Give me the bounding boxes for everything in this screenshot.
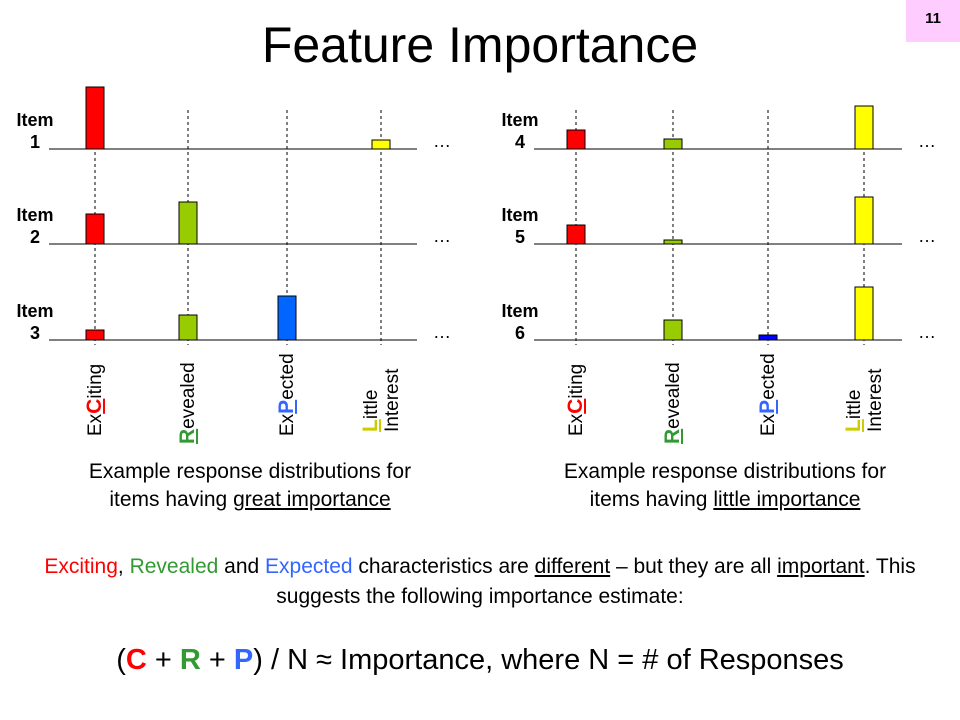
left-bar-item2-revealed <box>178 201 198 245</box>
right-bar-item5-exciting <box>566 224 586 245</box>
explanation-text: Exciting, Revealed and Expected characte… <box>20 552 940 612</box>
left-item-label-2: Item 2 <box>5 204 65 248</box>
right-bar-item6-revealed <box>663 319 683 341</box>
formula-open: ( <box>116 644 126 676</box>
item-word: Item <box>501 301 539 321</box>
formula-c: C <box>125 644 147 676</box>
right-bar-item5-revealed <box>663 239 683 245</box>
left-bar-item1-exciting <box>85 86 105 150</box>
left-caption-line1: Example response distributions for <box>88 460 412 483</box>
item-number: 3 <box>29 323 40 343</box>
right-item-label-6: Item 6 <box>490 300 550 344</box>
item-word: Item <box>16 205 54 225</box>
item-number: 6 <box>514 323 525 343</box>
right-bar-item4-revealed <box>663 138 683 150</box>
item-number: 4 <box>514 132 525 152</box>
right-label-expected: ExPected <box>756 353 779 436</box>
formula-r: R <box>179 644 201 676</box>
item-word: Item <box>501 110 539 130</box>
left-caption-line2-prefix: items having <box>109 488 234 511</box>
right-bar-item4-little <box>854 105 874 150</box>
right-item-label-4: Item 4 <box>490 109 550 153</box>
left-bar-item2-exciting <box>85 213 105 245</box>
left-label-exciting: ExCiting <box>83 363 106 436</box>
right-caption-emphasis: little importance <box>713 488 861 511</box>
left-label-little: Little Interest <box>358 368 403 432</box>
left-label-revealed: Revealed <box>176 362 199 444</box>
right-caption-line1: Example response distributions for <box>563 460 887 483</box>
right-label-revealed: Revealed <box>661 362 684 444</box>
right-svg <box>534 105 902 345</box>
formula-p: P <box>233 644 254 676</box>
right-caption: Example response distributions for items… <box>490 458 960 514</box>
right-ellipsis-5: … <box>918 226 936 246</box>
word-important: important <box>777 555 865 578</box>
importance-formula: (C + R + P) / N ≈ Importance, where N = … <box>0 640 960 680</box>
left-label-expected: ExPected <box>275 353 298 436</box>
left-ellipsis-1: … <box>433 131 451 151</box>
left-caption: Example response distributions for items… <box>15 458 485 514</box>
formula-plus-2: + <box>200 644 234 676</box>
item-number: 1 <box>29 132 40 152</box>
item-word: Item <box>16 110 54 130</box>
left-bar-item3-expected <box>277 295 297 341</box>
right-label-little: Little Interest <box>841 368 886 432</box>
item-word: Item <box>501 205 539 225</box>
right-diagram: Item 4… Item 5… Item 6… ExCiting Revealed ExPect… <box>490 80 960 460</box>
left-bar-item1-little <box>371 139 391 150</box>
left-diagram: Item 1… Item 2… Item 3… ExCiting Revealed ExPect… <box>5 80 475 460</box>
left-caption-emphasis: great importance <box>233 488 391 511</box>
right-label-exciting: ExCiting <box>564 363 587 436</box>
item-number: 2 <box>29 227 40 247</box>
sep-1: , <box>117 555 130 578</box>
left-item-label-1: Item 1 <box>5 109 65 153</box>
text-mid2: – but they are all <box>610 555 778 578</box>
item-number: 5 <box>514 227 525 247</box>
formula-rest: ) / N ≈ Importance, where N = # of Respo… <box>253 644 844 676</box>
left-svg <box>49 86 417 345</box>
right-bar-item6-little <box>854 286 874 341</box>
word-different: different <box>534 555 611 578</box>
left-bar-item3-revealed <box>178 314 198 341</box>
right-bar-item6-expected <box>758 334 778 341</box>
right-bar-item5-little <box>854 196 874 245</box>
page-title: Feature Importance <box>261 17 699 73</box>
right-ellipsis-6: … <box>918 322 936 342</box>
word-and: and <box>218 555 266 578</box>
word-exciting: Exciting <box>44 555 118 578</box>
text-mid: characteristics are <box>352 555 535 578</box>
page-number: 11 <box>906 0 960 42</box>
right-bar-item4-exciting <box>566 129 586 150</box>
right-item-label-5: Item 5 <box>490 204 550 248</box>
right-caption-line2-prefix: items having <box>589 488 714 511</box>
item-word: Item <box>16 301 54 321</box>
left-ellipsis-2: … <box>433 226 451 246</box>
left-item-label-3: Item 3 <box>5 300 65 344</box>
right-ellipsis-4: … <box>918 131 936 151</box>
word-expected: Expected <box>265 555 353 578</box>
word-revealed: Revealed <box>129 555 219 578</box>
text-end: . This suggests the following importance… <box>276 555 916 608</box>
left-bar-item3-exciting <box>85 329 105 341</box>
formula-plus-1: + <box>146 644 180 676</box>
left-ellipsis-3: … <box>433 322 451 342</box>
